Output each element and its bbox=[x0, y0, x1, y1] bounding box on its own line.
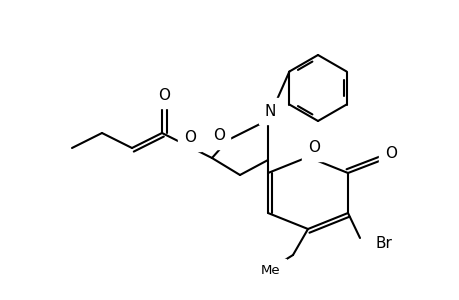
Text: O: O bbox=[384, 146, 396, 161]
Text: Me: Me bbox=[261, 265, 280, 278]
Text: O: O bbox=[308, 140, 319, 155]
Text: O: O bbox=[184, 130, 196, 146]
Text: Br: Br bbox=[375, 236, 392, 251]
Text: N: N bbox=[264, 103, 275, 118]
Text: O: O bbox=[157, 88, 170, 103]
Text: O: O bbox=[213, 128, 224, 143]
